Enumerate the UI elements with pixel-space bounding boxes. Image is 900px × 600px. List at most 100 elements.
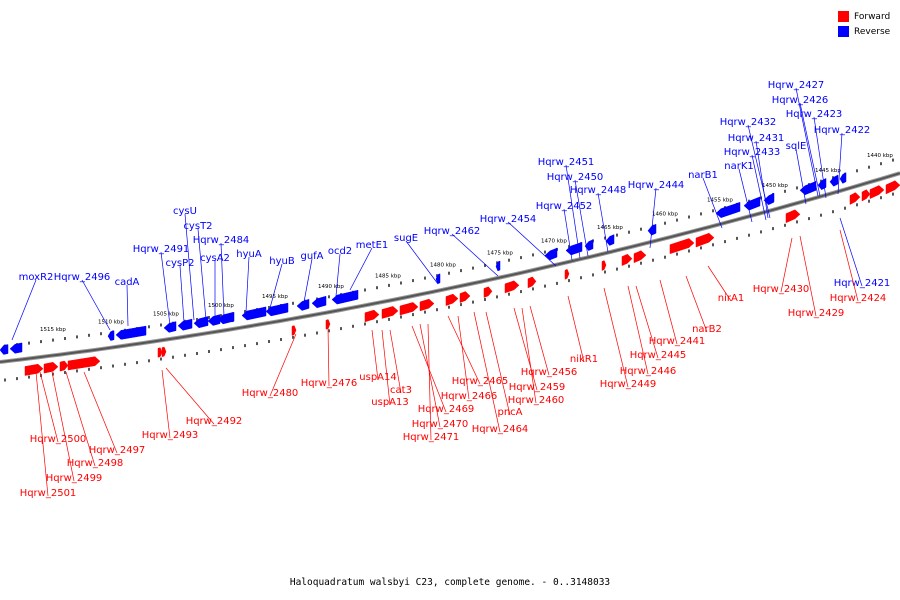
gene-label: Hqrw_2484 — [193, 235, 250, 246]
forward-lane-dot — [712, 243, 714, 247]
gene-label: Hqrw_2444 — [628, 180, 685, 191]
forward-lane-dot — [568, 279, 570, 283]
gene-label: Hqrw_2433 — [724, 147, 781, 158]
gene-label: Hqrw_2421 — [834, 278, 891, 289]
reverse-gene-arrow — [265, 302, 289, 317]
gene-leader-line — [780, 237, 793, 293]
forward-lane-dot — [820, 213, 822, 217]
forward-lane-dot — [580, 276, 582, 280]
forward-swatch — [838, 11, 849, 22]
reverse-gene-arrow — [829, 174, 839, 187]
forward-lane-dot — [640, 261, 642, 265]
forward-lane-dot — [628, 264, 630, 268]
reverse-lane-dot — [268, 306, 270, 309]
reverse-lane-dot — [676, 218, 678, 222]
gene-leader-line — [685, 275, 708, 333]
gene-label: Hqrw_2466 — [441, 391, 498, 402]
forward-lane-dot — [592, 273, 594, 277]
reverse-lane-dot — [544, 250, 546, 254]
forward-gene-arrow — [601, 260, 607, 271]
forward-gene-arrow — [885, 180, 900, 195]
reverse-lane-dot — [568, 245, 570, 249]
gene-label: Hqrw_2445 — [630, 350, 687, 361]
gene-leader-line — [747, 124, 771, 219]
forward-lane-dot — [148, 359, 150, 363]
forward-lane-dot — [244, 344, 246, 348]
reverse-lane-dot — [448, 271, 450, 275]
reverse-lane-dot — [628, 230, 630, 234]
reverse-lane-dot — [196, 318, 198, 321]
gene-features — [0, 172, 900, 376]
gene-leader-line — [419, 323, 441, 428]
gene-label: Hqrw_2426 — [772, 95, 829, 106]
forward-gene-arrow — [695, 232, 715, 248]
forward-lane-dot — [844, 206, 846, 210]
gene-leader-line — [565, 164, 581, 259]
gene-label: Hqrw_2452 — [536, 201, 593, 212]
forward-lane-dot — [544, 284, 546, 288]
gene-leader-line — [65, 371, 96, 467]
forward-gene-arrow — [849, 192, 861, 205]
gene-leader-line — [389, 329, 402, 394]
forward-lane-dot — [304, 333, 306, 337]
gene-label: narK1 — [724, 161, 754, 172]
gene-label: pncA — [497, 407, 522, 418]
reverse-swatch — [838, 26, 849, 37]
gene-leader-line — [813, 116, 827, 199]
reverse-gene-arrow — [241, 306, 267, 321]
gene-leader-line — [161, 369, 171, 439]
forward-lane-dot — [136, 361, 138, 365]
forward-lane-dot — [880, 196, 882, 200]
forward-lane-dot — [868, 199, 870, 203]
forward-gene-arrow — [67, 356, 101, 371]
reverse-lane-dot — [328, 295, 330, 299]
reverse-gene-arrow — [331, 289, 359, 305]
forward-lane-dot — [772, 227, 774, 231]
forward-lane-dot — [532, 287, 534, 291]
gene-label: Hqrw_2430 — [753, 284, 810, 295]
forward-gene-arrow — [43, 362, 59, 374]
forward-lane-dot — [124, 362, 126, 366]
legend-reverse: Reverse — [838, 24, 900, 39]
gene-label: Hqrw_2499 — [46, 473, 103, 484]
forward-lane-dot — [280, 338, 282, 341]
gene-label: nikR1 — [570, 354, 598, 365]
forward-gene-arrow — [419, 298, 435, 312]
gene-leader-line — [529, 305, 550, 376]
gene-label: cysP2 — [165, 258, 194, 269]
forward-lane-dot — [688, 249, 690, 253]
gene-leader-line — [457, 315, 470, 400]
kbp-tick-label: 1470 kbp — [541, 238, 567, 244]
gene-leader-line — [83, 371, 118, 454]
gene-leader-line — [513, 307, 538, 391]
reverse-lane-dot — [364, 288, 366, 292]
gene-leader-line — [795, 87, 819, 197]
forward-gene-arrow — [157, 347, 163, 358]
gene-leader-line — [603, 287, 629, 388]
reverse-lane-dot — [400, 281, 402, 285]
gene-label: Hqrw_2441 — [649, 336, 706, 347]
forward-lane-dot — [328, 329, 330, 333]
reverse-gene-arrow — [584, 239, 594, 251]
gene-label: Hqrw_2492 — [186, 416, 243, 427]
reverse-lane-dot — [664, 221, 666, 225]
reverse-gene-arrow — [605, 234, 615, 246]
kbp-tick-label: 1500 kbp — [208, 303, 234, 309]
gene-labels: moxR2 Hqrw_2496 cadA Hqrw_2491 cysP2 cysU cysT… — [11, 80, 891, 499]
gene-leader-line — [447, 315, 481, 385]
forward-gene-arrow — [785, 209, 801, 224]
forward-lane-dot — [292, 335, 294, 339]
forward-lane-dot — [496, 295, 498, 299]
reverse-lane-dot — [220, 314, 222, 318]
gene-leader-line — [405, 240, 439, 285]
gene-leader-line — [269, 263, 283, 309]
forward-lane-dot — [220, 348, 222, 352]
gene-leader-line — [702, 177, 723, 229]
forward-gene-arrow — [445, 293, 459, 306]
reverse-gene-arrow — [163, 321, 177, 333]
reverse-lane-dot — [88, 333, 90, 337]
gene-label: sqlE — [786, 141, 807, 152]
gene-label: uspA14 — [359, 372, 396, 383]
gene-leader-line — [35, 371, 49, 497]
